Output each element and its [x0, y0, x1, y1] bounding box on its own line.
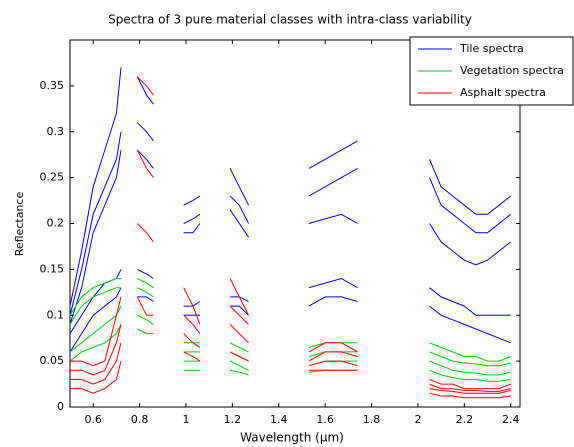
- spectrum-line: [69, 67, 512, 307]
- x-tick-label: 1.6: [316, 413, 334, 426]
- x-tick-label: 2.2: [456, 413, 474, 426]
- spectrum-line: [70, 76, 511, 390]
- y-tick-label: 0.05: [40, 354, 65, 367]
- y-tick-label: 0.2: [47, 217, 65, 230]
- spectrum-line: [70, 223, 511, 394]
- spectrum-line: [69, 287, 511, 353]
- x-axis-label: Wavelength (µm): [240, 431, 344, 445]
- legend-label: Vegetation spectra: [460, 64, 564, 77]
- spectrum-line: [69, 324, 511, 382]
- spectrum-line: [69, 149, 512, 325]
- x-tick-label: 0.8: [131, 413, 149, 426]
- spectrum-line: [69, 305, 511, 376]
- x-tick-label: 1.2: [224, 413, 242, 426]
- legend-label: Asphalt spectra: [460, 86, 546, 99]
- y-tick-label: 0.35: [40, 79, 65, 92]
- x-tick-label: 1.4: [270, 413, 288, 426]
- x-tick-label: 1.8: [363, 413, 381, 426]
- spectrum-line: [70, 296, 511, 399]
- y-tick-label: 0.3: [47, 125, 65, 138]
- spectrum-line: [70, 149, 511, 392]
- x-tick-label: 2.4: [502, 413, 520, 426]
- x-tick-label: 0.6: [84, 413, 102, 426]
- y-tick-label: 0: [57, 400, 64, 413]
- y-tick-label: 0.15: [40, 262, 65, 275]
- legend-label: Tile spectra: [459, 42, 524, 55]
- chart-title: Spectra of 3 pure material classes with …: [108, 13, 472, 27]
- x-tick-label: 1: [182, 413, 189, 426]
- x-tick-label: 2: [414, 413, 421, 426]
- y-axis-label: Reflectance: [13, 192, 26, 257]
- y-tick-label: 0.1: [47, 308, 65, 321]
- spectrum-line: [69, 122, 512, 316]
- y-tick-label: 0.25: [40, 171, 65, 184]
